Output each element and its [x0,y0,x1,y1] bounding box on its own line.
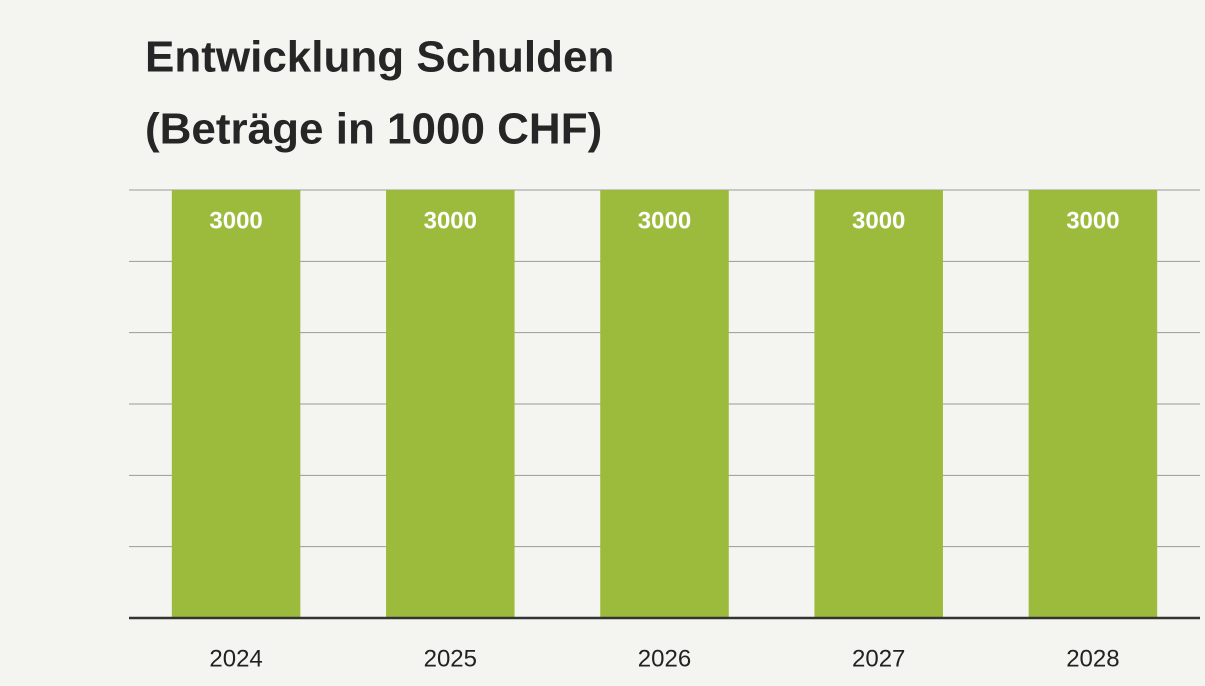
bar [600,190,729,618]
bar [1028,190,1158,618]
chart-subtitle: (Beträge in 1000 CHF) [145,105,602,154]
data-label: 3000 [638,207,691,234]
x-tick-label: 2024 [209,645,262,672]
x-tick-label: 2025 [424,645,477,672]
bar [171,190,301,618]
x-tick-label: 2028 [1066,645,1119,672]
bar [386,190,515,618]
x-tick-label: 2026 [638,645,691,672]
chart-title: Entwicklung Schulden [145,33,614,82]
x-tick-label: 2027 [852,645,905,672]
data-label: 3000 [209,207,262,234]
data-label: 3000 [1066,207,1119,234]
data-label: 3000 [852,207,905,234]
data-label: 3000 [424,207,477,234]
bar [814,190,943,618]
